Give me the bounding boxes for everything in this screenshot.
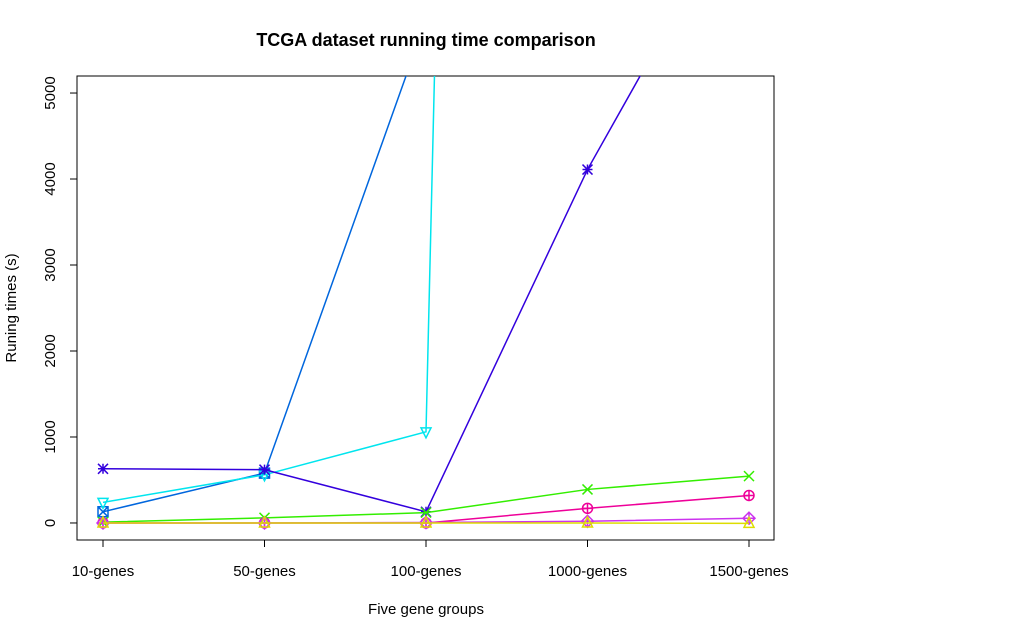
data-point [583, 165, 593, 175]
chart-title: TCGA dataset running time comparison [256, 30, 595, 50]
y-tick-label: 5000 [42, 76, 59, 109]
x-axis-label: Five gene groups [368, 601, 484, 618]
y-tick-label: 2000 [42, 334, 59, 367]
x-tick-label: 50-genes [233, 563, 296, 580]
plot-frame [77, 76, 774, 540]
series-line [103, 20, 426, 512]
series [98, 15, 431, 517]
y-tick-label: 4000 [42, 162, 59, 195]
x-tick-label: 1000-genes [548, 563, 627, 580]
data-point [260, 465, 270, 475]
y-tick-label: 1000 [42, 420, 59, 453]
y-tick-label: 0 [42, 519, 59, 527]
data-point [98, 464, 108, 474]
y-axis-label: Runing times (s) [3, 253, 20, 362]
data-point [583, 503, 593, 513]
series-line [103, 0, 588, 502]
data-point [421, 15, 431, 25]
plot-area [97, 0, 755, 529]
x-tick-label: 1500-genes [709, 563, 788, 580]
x-tick-label: 10-genes [72, 563, 135, 580]
x-tick-label: 100-genes [391, 563, 462, 580]
data-point [744, 490, 754, 500]
y-tick-label: 3000 [42, 248, 59, 281]
series-line [103, 0, 749, 512]
